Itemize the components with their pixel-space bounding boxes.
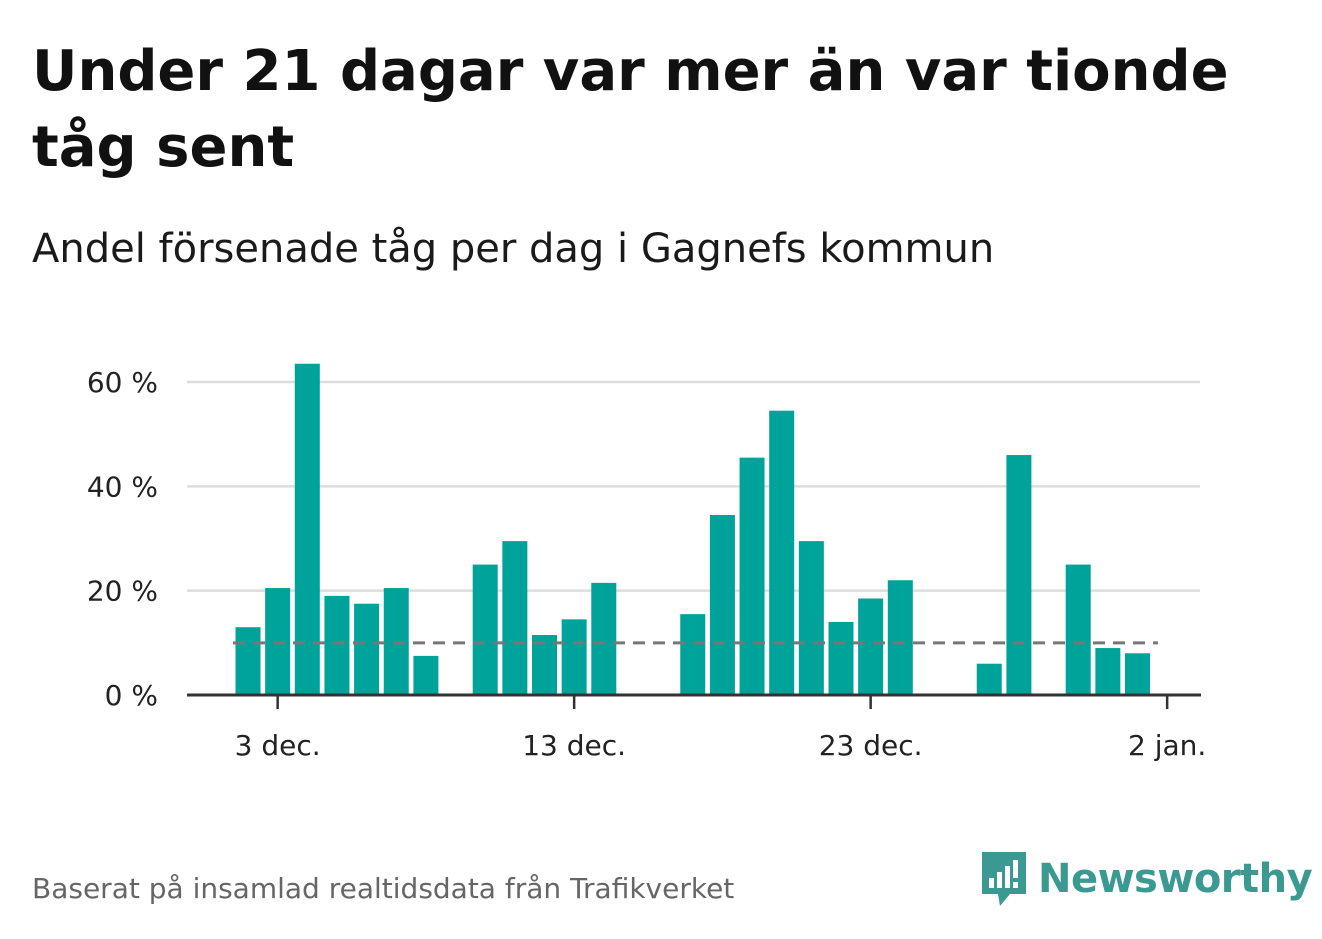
y-tick-label: 60 % — [87, 366, 158, 399]
bar — [828, 621, 854, 695]
x-tick-label: 3 dec. — [235, 729, 321, 762]
x-tick-label: 13 dec. — [522, 729, 626, 762]
bar — [709, 515, 735, 695]
chart-title: Under 21 dagar var mer än var tionde tåg… — [32, 39, 1229, 180]
x-tick-label: 2 jan. — [1128, 729, 1206, 762]
bar — [413, 655, 439, 695]
bar — [1125, 653, 1150, 695]
grid-lines — [187, 380, 1200, 592]
bar-chart-logo-icon — [982, 852, 1026, 906]
bar — [354, 603, 380, 695]
bar — [502, 541, 528, 695]
bar — [324, 595, 350, 695]
bars — [235, 363, 1150, 695]
y-tick-label: 20 % — [87, 575, 158, 608]
bar — [769, 410, 795, 695]
bar — [561, 619, 587, 695]
bar — [294, 363, 320, 695]
bar — [1006, 455, 1032, 695]
bar — [472, 564, 498, 695]
brand-name: Newsworthy — [1038, 856, 1313, 902]
source-note: Baserat på insamlad realtidsdata från Tr… — [32, 872, 735, 905]
y-tick-label: 40 % — [87, 470, 158, 503]
x-tick-label: 23 dec. — [819, 729, 923, 762]
bar — [976, 663, 1002, 695]
x-axis: 3 dec. 13 dec. 23 dec. 2 jan. — [187, 693, 1206, 762]
bar — [1065, 564, 1091, 695]
y-axis-labels: 0 % 20 % 40 % 60 % — [87, 366, 158, 712]
bar — [1095, 648, 1121, 695]
chart-subtitle: Andel försenade tåg per dag i Gagnefs ko… — [32, 226, 995, 272]
bar — [532, 635, 557, 695]
newsworthy-logo: Newsworthy — [980, 850, 1313, 908]
bar — [798, 541, 824, 695]
bar — [591, 582, 617, 695]
bar — [680, 614, 706, 695]
bar — [858, 598, 884, 695]
bar — [739, 457, 765, 695]
bar — [887, 580, 913, 695]
bar — [235, 627, 261, 695]
y-tick-label: 0 % — [105, 679, 158, 712]
bar-chart: 3 dec. 13 dec. 23 dec. 2 jan. 0 % 20 % 40 % 60… — [87, 363, 1206, 762]
